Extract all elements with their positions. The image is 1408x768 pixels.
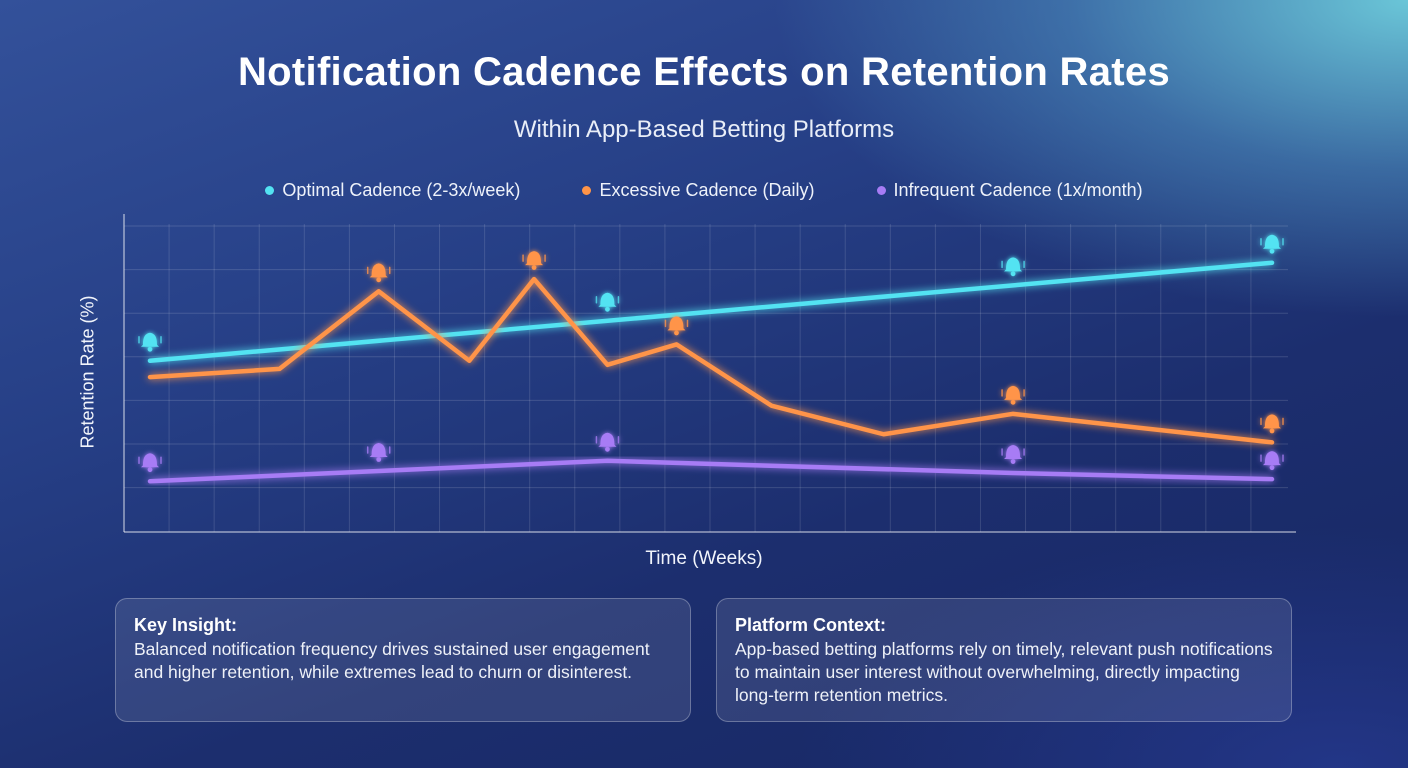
legend-dot-infrequent <box>876 186 886 195</box>
bell-body <box>598 432 617 447</box>
bell-icon <box>1001 445 1025 464</box>
platform-context-card: Platform Context: App-based betting plat… <box>716 598 1292 722</box>
key-insight-card: Key Insight: Balanced notification frequ… <box>115 598 691 722</box>
bell-body <box>141 453 159 468</box>
bell-icon <box>1260 451 1284 471</box>
chart-subtitle: Within App-Based Betting Platforms <box>513 116 895 143</box>
series-line-infrequent <box>147 458 1275 484</box>
bell-icon <box>1001 257 1025 277</box>
x-axis-label: Time (Weeks) <box>645 548 763 569</box>
bell-body <box>598 292 617 307</box>
bell-body <box>369 263 388 278</box>
bell-body <box>1004 385 1023 400</box>
platform-context-title: Platform Context: <box>735 615 887 635</box>
bell-clapper <box>1010 459 1016 464</box>
legend-item-optimal[interactable]: Optimal Cadence (2-3x/week) <box>265 180 520 201</box>
bell-body <box>1263 234 1281 249</box>
chart-title: Notification Cadence Effects on Retentio… <box>237 50 1170 94</box>
bell-body <box>369 443 388 457</box>
key-insight-text: Balanced notification frequency drives s… <box>134 639 650 682</box>
bell-clapper <box>531 265 537 270</box>
bell-icon <box>366 263 391 283</box>
bell-clapper <box>376 457 382 462</box>
bell-clapper <box>147 346 153 352</box>
bell-body <box>141 332 159 347</box>
bell-icon <box>595 292 620 312</box>
series-line-optimal <box>147 260 1275 363</box>
bell-body <box>667 316 686 331</box>
bell-clapper <box>1269 428 1275 434</box>
legend-dot-excessive <box>582 186 592 195</box>
legend-dot-optimal <box>265 186 275 195</box>
key-insight-title: Key Insight: <box>134 615 238 635</box>
bell-body <box>1004 257 1023 272</box>
bell-clapper <box>1010 271 1016 277</box>
bell-icon <box>595 432 620 452</box>
bell-clapper <box>605 446 610 452</box>
chart-grid <box>124 224 1288 532</box>
bell-icon <box>138 453 162 473</box>
bell-clapper <box>376 277 382 283</box>
chart-axes <box>123 214 1296 533</box>
y-axis-label: Retention Rate (%) <box>77 295 98 449</box>
bell-icon <box>1001 385 1025 405</box>
bell-clapper <box>147 467 153 473</box>
legend-item-infrequent[interactable]: Infrequent Cadence (1x/month) <box>876 180 1143 201</box>
bell-clapper <box>605 306 610 312</box>
bell-icon <box>664 316 689 336</box>
bell-icon <box>1260 234 1284 254</box>
chart-series <box>147 260 1275 484</box>
chart-markers <box>138 234 1284 473</box>
series-line-excessive <box>147 276 1275 445</box>
bell-clapper <box>1269 248 1275 254</box>
legend-label-excessive: Excessive Cadence (Daily) <box>599 180 815 200</box>
bell-icon <box>1260 414 1284 434</box>
legend-label-infrequent: Infrequent Cadence (1x/month) <box>893 180 1143 200</box>
bell-body <box>1004 445 1023 460</box>
chart-legend: Optimal Cadence (2-3x/week) Excessive Ca… <box>0 180 1408 201</box>
bell-body <box>1263 414 1281 429</box>
bell-icon <box>138 332 162 352</box>
platform-context-text: App-based betting platforms rely on time… <box>735 639 1273 705</box>
bell-clapper <box>1010 399 1016 405</box>
legend-label-optimal: Optimal Cadence (2-3x/week) <box>282 180 521 200</box>
bell-body <box>525 251 544 266</box>
bell-icon <box>522 251 546 270</box>
bell-clapper <box>674 330 679 336</box>
bell-body <box>1263 451 1281 466</box>
bell-clapper <box>1269 465 1275 471</box>
legend-item-excessive[interactable]: Excessive Cadence (Daily) <box>582 180 815 201</box>
bell-icon <box>366 443 391 462</box>
